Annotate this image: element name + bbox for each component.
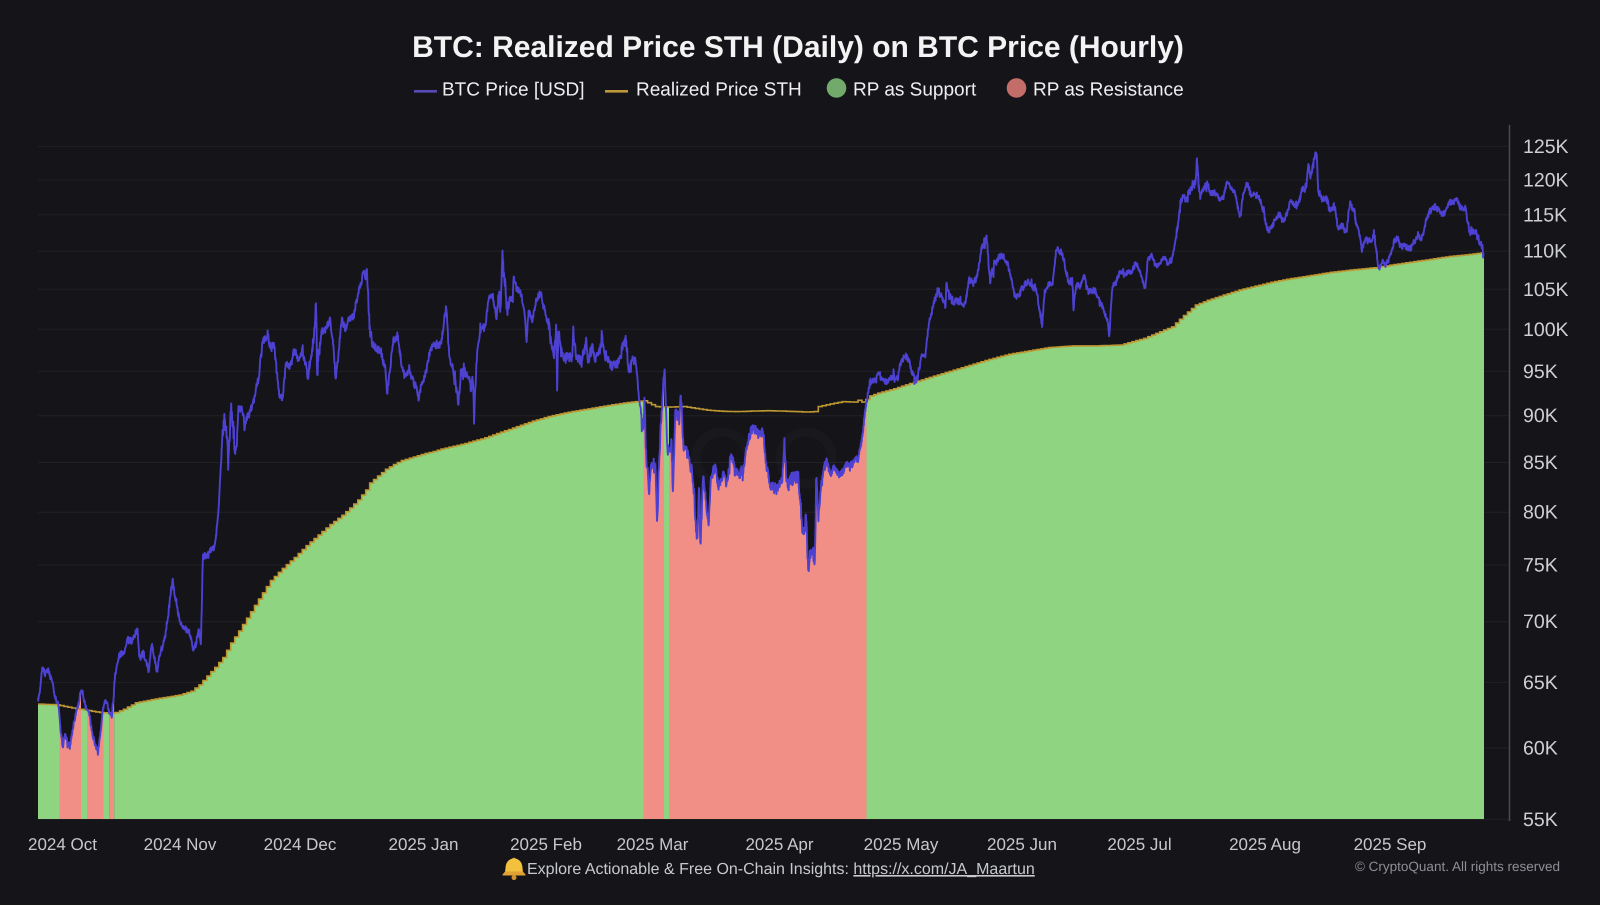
svg-text:RP as Support: RP as Support [853,80,977,101]
svg-text:105K: 105K [1523,279,1569,301]
svg-text:90K: 90K [1523,405,1558,427]
svg-text:BTC: Realized Price STH (Daily: BTC: Realized Price STH (Daily) on BTC P… [412,31,1184,64]
svg-text:55K: 55K [1523,809,1558,831]
svg-text:2025 Sep: 2025 Sep [1354,835,1427,854]
svg-text:70K: 70K [1523,611,1558,633]
svg-text:110K: 110K [1523,241,1567,263]
svg-text:2025 Jan: 2025 Jan [389,835,459,854]
svg-text:115K: 115K [1523,204,1567,226]
svg-text:2025 Apr: 2025 Apr [745,835,813,854]
svg-text:85K: 85K [1523,452,1558,474]
svg-text:2025 Jul: 2025 Jul [1107,835,1171,854]
svg-text:2025 Mar: 2025 Mar [617,835,689,854]
svg-text:125K: 125K [1523,136,1569,158]
svg-text:100K: 100K [1523,319,1569,341]
svg-text:95K: 95K [1523,361,1558,383]
svg-text:2025 May: 2025 May [864,835,939,854]
svg-text:© CryptoQuant. All rights rese: © CryptoQuant. All rights reserved [1355,859,1560,874]
svg-text:2024 Nov: 2024 Nov [144,835,217,854]
svg-text:65K: 65K [1523,672,1558,694]
svg-text:RP as Resistance: RP as Resistance [1033,80,1184,101]
svg-text:Realized Price STH: Realized Price STH [636,80,802,101]
svg-text:75K: 75K [1523,555,1558,577]
svg-text:60K: 60K [1523,738,1558,760]
svg-text:2025 Aug: 2025 Aug [1229,835,1301,854]
svg-text:80K: 80K [1523,502,1558,524]
svg-text:2025 Jun: 2025 Jun [987,835,1057,854]
svg-text:2025 Feb: 2025 Feb [510,835,582,854]
svg-text:BTC Price [USD]: BTC Price [USD] [442,80,585,101]
svg-text:2024 Dec: 2024 Dec [264,835,337,854]
svg-text:2024 Oct: 2024 Oct [28,835,97,854]
svg-text:120K: 120K [1523,169,1569,191]
svg-text:Explore Actionable & Free On-C: Explore Actionable & Free On-Chain Insig… [527,861,1035,878]
